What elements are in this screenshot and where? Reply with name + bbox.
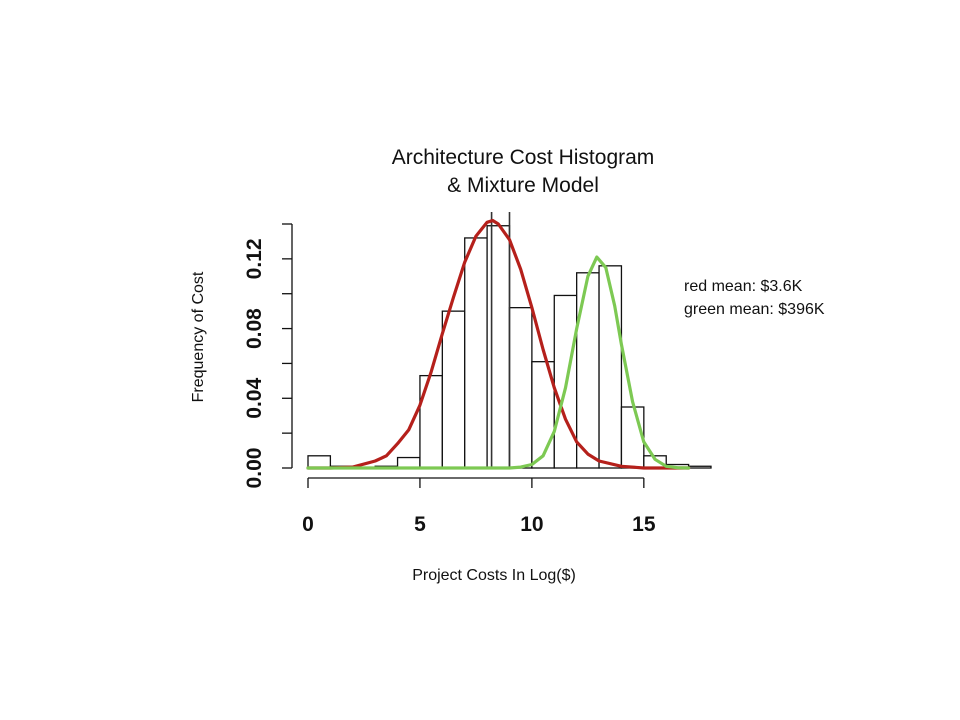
x-axis: 0 5 10 15 — [302, 477, 656, 536]
y-tick-label: 0.00 — [243, 448, 266, 489]
histogram-bar-9 — [508, 307, 533, 469]
x-tick-label: 15 — [632, 513, 656, 536]
histogram-bar-14 — [620, 406, 645, 469]
x-tick-label: 0 — [302, 513, 314, 536]
y-tick-label: 0.08 — [243, 308, 266, 349]
histogram-bar-12 — [576, 272, 600, 469]
chart-title-line-1: Architecture Cost Histogram — [392, 146, 655, 169]
y-axis: 0.00 0.04 0.08 0.12 — [243, 223, 293, 489]
y-tick-label: 0.04 — [243, 378, 266, 419]
red-mean-annotation: red mean: $3.6K — [684, 278, 803, 295]
x-tick-label: 5 — [414, 513, 426, 536]
histogram-bar-17 — [687, 465, 712, 469]
y-tick-label: 0.12 — [243, 238, 266, 279]
curves-layer — [306, 218, 691, 470]
histogram-bar-6 — [441, 310, 466, 469]
density-curve-0 — [306, 218, 691, 470]
x-tick-label: 10 — [520, 513, 543, 536]
histogram-bar-13 — [598, 265, 623, 469]
histogram-bar-8 — [486, 225, 511, 469]
green-mean-annotation: green mean: $396K — [684, 301, 825, 318]
chart-title-line-2: & Mixture Model — [447, 174, 599, 197]
x-axis-label: Project Costs In Log($) — [412, 567, 576, 584]
histogram-bar-5 — [419, 374, 443, 469]
density-curve-1 — [306, 255, 691, 470]
vlines-layer — [490, 212, 511, 468]
histogram-bar-7 — [464, 237, 488, 469]
histogram-bar-0 — [307, 455, 332, 469]
y-axis-label: Frequency of Cost — [190, 271, 207, 402]
